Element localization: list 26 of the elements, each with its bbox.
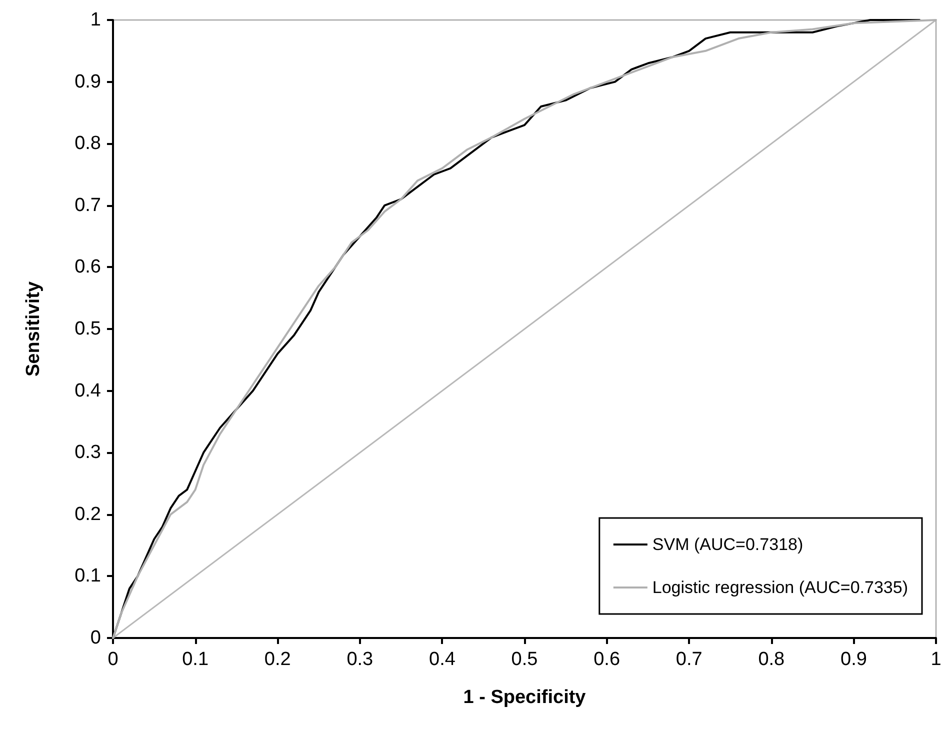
x-axis-title: 1 - Specificity <box>463 687 586 708</box>
legend-label: SVM (AUC=0.7318) <box>652 535 804 554</box>
x-tick-label: 0.9 <box>840 649 867 670</box>
y-tick-label: 0.3 <box>74 442 101 464</box>
y-tick-label: 0.4 <box>74 380 102 402</box>
y-tick-label: 0.7 <box>74 194 101 216</box>
legend-label: Logistic regression (AUC=0.7335) <box>652 578 908 597</box>
x-tick-label: 0.4 <box>428 649 456 670</box>
y-tick-label: 0.8 <box>74 133 101 154</box>
y-tick-label: 0.9 <box>74 71 101 92</box>
x-tick-label: 0.1 <box>182 649 209 670</box>
x-tick-label: 0 <box>108 649 118 670</box>
y-tick-label: 0.1 <box>74 566 101 587</box>
y-tick-label: 0.5 <box>74 318 101 340</box>
x-tick-label: 0.5 <box>511 649 538 670</box>
x-tick-label: 0.7 <box>676 649 702 670</box>
x-tick-label: 0.8 <box>758 649 785 670</box>
y-tick-label: 0.6 <box>74 256 101 278</box>
x-tick-label: 0.2 <box>264 649 291 670</box>
x-tick-label: 0.3 <box>346 649 374 670</box>
x-tick-label: 1 <box>930 649 942 670</box>
x-tick-label: 0.6 <box>594 649 620 670</box>
y-tick-label: 0.2 <box>74 504 101 525</box>
y-tick-label: 1 <box>90 10 101 30</box>
y-axis-title: Sensitivity <box>23 281 44 377</box>
y-tick-label: 0 <box>90 628 101 648</box>
